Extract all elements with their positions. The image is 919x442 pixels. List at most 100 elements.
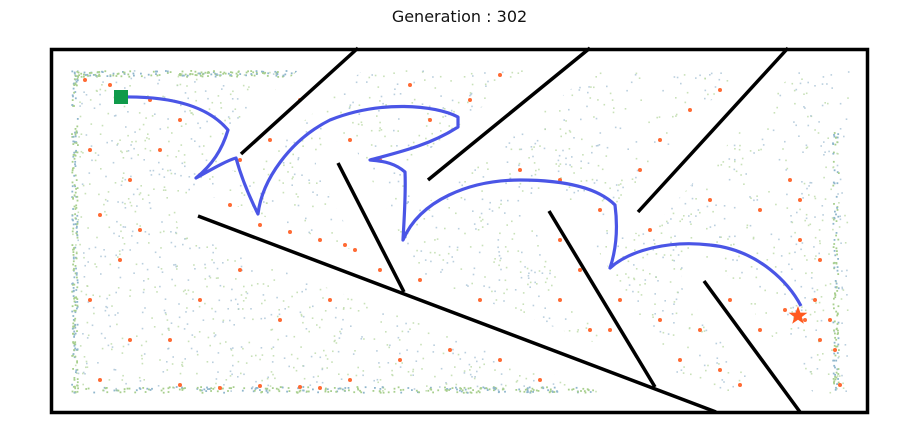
population-point [71,181,74,184]
population-point [422,70,424,72]
population-point [810,356,813,359]
elite-point [258,223,262,227]
population-point [121,379,124,381]
elite-point [88,148,92,152]
population-point [640,294,643,296]
population-point [584,391,587,394]
population-point [768,191,770,193]
population-point [135,389,138,392]
population-point [734,160,736,163]
population-point [762,144,765,146]
population-point [441,268,444,271]
population-point [593,86,595,89]
population-point [94,159,97,162]
population-point [494,290,496,293]
population-point [74,385,76,388]
population-point [381,386,384,388]
population-point [215,160,217,163]
population-point [339,330,341,333]
population-point [635,157,638,160]
population-point [463,372,466,374]
population-point [683,74,686,76]
population-point [106,391,109,394]
population-point [144,231,147,233]
population-point [372,390,375,392]
population-point [474,376,476,378]
wall-5 [336,162,406,293]
population-point [695,77,697,79]
population-point [500,203,502,205]
elite-point [578,268,582,272]
population-point [514,289,517,291]
population-point [124,202,126,205]
population-point [121,337,124,340]
population-point [442,352,445,355]
population-point [471,376,473,378]
population-point [632,290,634,293]
population-point [309,384,312,386]
population-point [114,314,117,316]
population-point [109,74,112,77]
population-point [203,388,206,391]
elite-point [468,98,472,102]
population-point [842,382,844,385]
population-point [606,85,608,88]
population-point [418,134,421,137]
population-point [818,252,820,255]
population-point [469,391,472,394]
population-point [86,285,88,287]
population-point [173,264,175,266]
population-point [224,119,226,122]
population-point [218,74,220,76]
population-point [184,92,187,94]
population-point [71,218,74,221]
population-point [690,223,692,225]
population-point [107,191,110,193]
population-point [262,283,265,285]
population-point [592,389,594,392]
population-point [830,188,832,191]
population-point [820,296,823,298]
population-point [306,122,308,124]
population-point [470,93,472,96]
population-point [824,198,827,200]
population-point [72,353,75,355]
population-point [580,118,582,121]
population-point [186,307,188,309]
population-point [807,124,810,127]
population-point [834,286,837,289]
population-point [841,286,843,289]
population-point [113,232,115,235]
population-point [89,183,91,185]
population-point [541,272,544,274]
population-point [108,226,111,229]
population-point [117,142,119,145]
population-point [459,389,461,392]
population-point [72,197,74,200]
population-point [163,309,166,312]
population-point [571,156,573,158]
population-point [534,281,536,284]
population-point [72,227,75,230]
population-point [431,215,434,218]
population-point [589,391,592,393]
population-point [618,184,620,186]
population-point [232,110,234,113]
population-point [633,239,636,241]
population-point [185,191,187,194]
population-point [704,77,706,80]
population-point [836,314,839,317]
population-point [119,139,121,141]
population-point [165,313,167,316]
population-point [542,316,545,318]
population-point [828,253,830,255]
population-point [263,168,265,170]
population-point [834,376,836,378]
population-point [493,389,495,392]
population-point [72,315,75,317]
population-point [798,135,800,137]
population-point [74,163,76,166]
population-point [272,346,275,348]
population-point [405,70,408,72]
population-point [475,228,477,230]
